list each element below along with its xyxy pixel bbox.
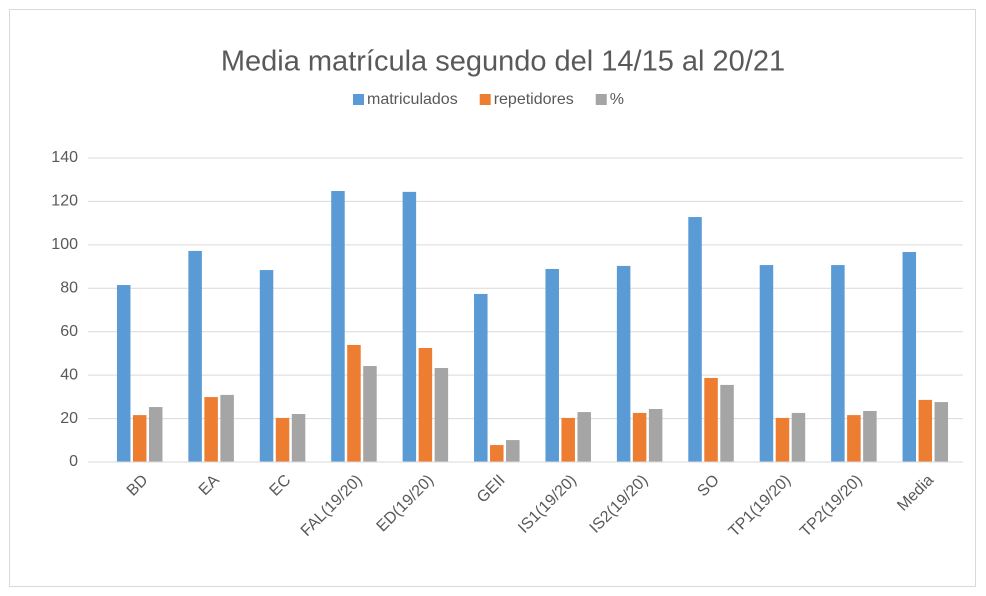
y-tick-label: 100 (51, 236, 78, 253)
bar (720, 384, 734, 462)
bar (116, 285, 131, 462)
bar (506, 440, 520, 462)
bar (132, 415, 147, 462)
bar (934, 402, 949, 462)
bar (148, 407, 163, 462)
legend-label: repetidores (494, 91, 574, 108)
bar (347, 344, 361, 462)
legend-label: matriculados (367, 91, 458, 108)
bar (220, 394, 234, 462)
bar (632, 412, 647, 462)
bar (775, 417, 790, 462)
bar (490, 445, 504, 462)
y-tick-label: 40 (60, 366, 78, 383)
y-tick-label: 60 (60, 323, 78, 340)
bar (188, 250, 202, 462)
bar (545, 268, 559, 462)
bar (759, 265, 774, 462)
legend-swatch (353, 94, 364, 105)
bar (791, 412, 806, 462)
bar (402, 191, 417, 463)
bar (474, 293, 488, 462)
bar (204, 397, 218, 462)
bar (434, 367, 449, 462)
chart-border (9, 9, 976, 587)
bar (847, 415, 861, 462)
y-tick-label: 80 (60, 280, 78, 297)
bar (577, 412, 591, 462)
bar (688, 217, 702, 462)
bar (418, 348, 433, 462)
bar (831, 265, 845, 462)
y-tick-label: 0 (69, 453, 78, 470)
bar (363, 366, 377, 462)
bar (648, 409, 663, 462)
y-tick-label: 120 (51, 193, 78, 210)
bar (863, 410, 877, 462)
legend-swatch (595, 94, 607, 105)
bar (561, 417, 575, 462)
bar (902, 252, 917, 462)
bar (918, 399, 933, 462)
bar (331, 191, 345, 462)
y-tick-label: 20 (60, 410, 78, 427)
y-tick-label: 140 (51, 149, 78, 166)
bar (704, 377, 718, 462)
legend-label: % (610, 91, 624, 108)
chart-title: Media matrícula segundo del 14/15 al 20/… (221, 46, 785, 78)
bar (259, 270, 274, 462)
bar (291, 414, 306, 462)
bar (616, 265, 631, 462)
legend-swatch (479, 94, 491, 105)
bar (275, 417, 290, 462)
